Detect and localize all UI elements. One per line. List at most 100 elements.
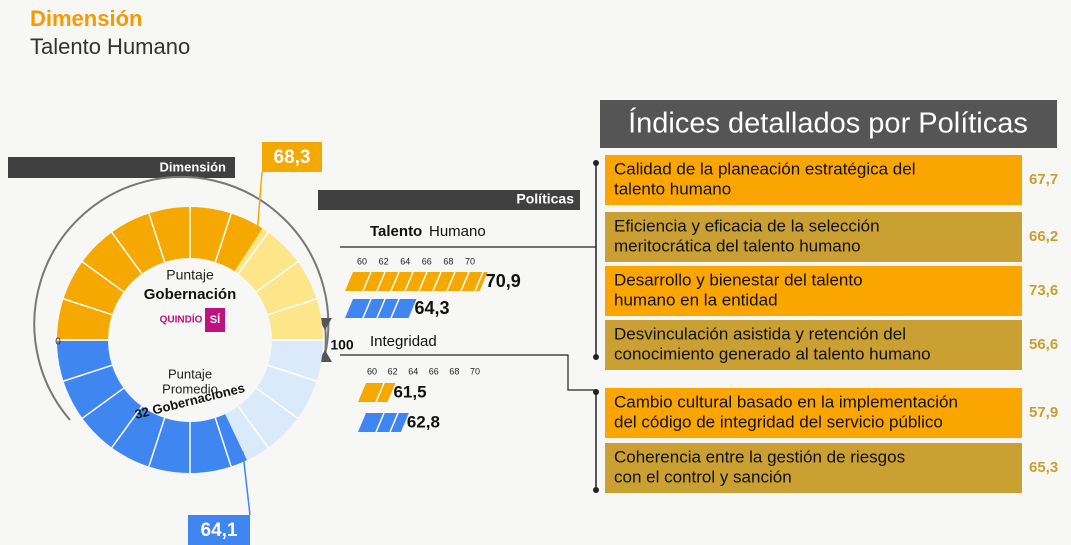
gauge-promedio	[57, 340, 248, 473]
gauge-promedio-label: 64,1	[201, 520, 238, 541]
segment-line	[111, 231, 143, 275]
scale-tick: 70	[465, 256, 475, 266]
segment-line	[111, 405, 143, 449]
bar-label: 64,3	[414, 298, 449, 318]
bar-stripe	[390, 271, 400, 292]
scale-tick: 66	[429, 366, 439, 376]
policy-box	[605, 443, 1022, 493]
policy-text: Coherencia entre la gestión de riesgos	[614, 447, 905, 466]
bar-stripe	[446, 271, 456, 292]
politicas-label: Políticas	[516, 191, 574, 207]
callout-line	[256, 171, 263, 237]
scale-tick: 66	[422, 256, 432, 266]
logo-text: SÍ	[210, 313, 221, 326]
bar-gobernacion	[345, 272, 488, 291]
policy-text: Calidad de la planeación estratégica del	[614, 159, 915, 178]
segment-line	[81, 387, 125, 419]
scale-tick: 60	[367, 366, 377, 376]
policy-box	[605, 320, 1022, 370]
scale-tick: 62	[379, 256, 389, 266]
policy-text: Desvinculación asistida y retención del	[614, 324, 906, 343]
segment-line	[81, 261, 125, 293]
policy-box	[605, 155, 1022, 205]
scale-tick: 64	[408, 366, 418, 376]
policy-text: Desarrollo y bienestar del talento	[614, 270, 863, 289]
dimension-bar	[8, 157, 235, 178]
policy-box	[605, 266, 1022, 316]
segment-line	[148, 213, 166, 263]
caption: Puntaje	[168, 366, 212, 381]
bar-stripe	[376, 298, 386, 319]
bar-stripe	[362, 298, 372, 319]
policy-value: 65,3	[1029, 459, 1058, 476]
scale-tick: 70	[470, 366, 480, 376]
gauge-max: 100	[330, 337, 354, 353]
bar-stripe	[460, 271, 470, 292]
policy-text: talento humano	[614, 179, 731, 198]
bar-stripe	[362, 271, 372, 292]
caption: Puntaje	[166, 267, 214, 283]
bar-stripe	[389, 412, 399, 433]
segment-line	[267, 364, 317, 382]
policy-text: con el control y sanción	[614, 467, 792, 486]
bar-stripe	[418, 271, 428, 292]
indices-header	[600, 100, 1057, 148]
group-name: Integridad	[370, 333, 437, 350]
callout-box	[262, 142, 322, 172]
policy-text: humano en la entidad	[614, 290, 778, 309]
bar-stripe	[375, 412, 385, 433]
scale-tick: 68	[443, 256, 453, 266]
bracket-dot	[593, 160, 599, 166]
ring-arrow	[33, 176, 330, 421]
politicas-bar	[318, 190, 580, 210]
segment-line	[63, 298, 113, 316]
policy-value: 73,6	[1029, 282, 1058, 299]
segment-line	[214, 213, 232, 263]
gauge-min: 0	[55, 337, 61, 348]
segment-line	[255, 387, 299, 419]
scale-tick: 68	[449, 366, 459, 376]
caption: Gobernación	[144, 286, 237, 303]
policy-value: 67,7	[1029, 171, 1058, 188]
policy-text: Eficiencia y eficacia de la selección	[614, 216, 880, 235]
bar-stripe	[432, 271, 442, 292]
group-name: Humano	[429, 223, 486, 240]
segment-line	[255, 261, 299, 293]
segment-line	[148, 417, 166, 467]
segment-line	[63, 364, 113, 382]
bar-stripe	[474, 271, 484, 292]
segment-line	[214, 417, 232, 467]
connector	[340, 354, 596, 391]
segment-line	[267, 298, 317, 316]
gauge-gobernacion	[57, 207, 263, 340]
dimension-label: Dimensión	[160, 159, 227, 174]
policy-text: meritocrática del talento humano	[614, 236, 861, 255]
segment-line	[237, 231, 269, 275]
bar-stripe	[390, 298, 400, 319]
policy-text: conocimiento generado al talento humano	[614, 344, 931, 363]
callout-line	[241, 451, 251, 516]
bracket-dot	[593, 354, 599, 360]
gauge-gobernacion-label: 68,3	[274, 147, 311, 168]
policy-box	[605, 388, 1022, 438]
policy-value: 56,6	[1029, 336, 1058, 353]
logo-text: QUINDÍO	[160, 313, 203, 326]
callout-box	[188, 515, 250, 545]
policy-value: 57,9	[1029, 404, 1058, 421]
group-name-bold: Talento	[370, 223, 422, 240]
policy-text: Cambio cultural basado en la implementac…	[614, 392, 958, 411]
policy-value: 66,2	[1029, 228, 1058, 245]
bar-label: 61,5	[393, 382, 426, 401]
bar-stripe	[376, 271, 386, 292]
indices-title: Índices detallados por Políticas	[628, 107, 1028, 140]
scale-tick: 62	[388, 366, 398, 376]
title: Dimensión	[30, 6, 142, 31]
bracket-dot	[593, 487, 599, 493]
policy-box	[605, 212, 1022, 262]
segment-line	[237, 405, 269, 449]
logo-badge	[205, 308, 225, 332]
caption: Promedio	[162, 381, 218, 396]
bar-stripe	[404, 271, 414, 292]
subtitle: Talento Humano	[30, 34, 190, 59]
